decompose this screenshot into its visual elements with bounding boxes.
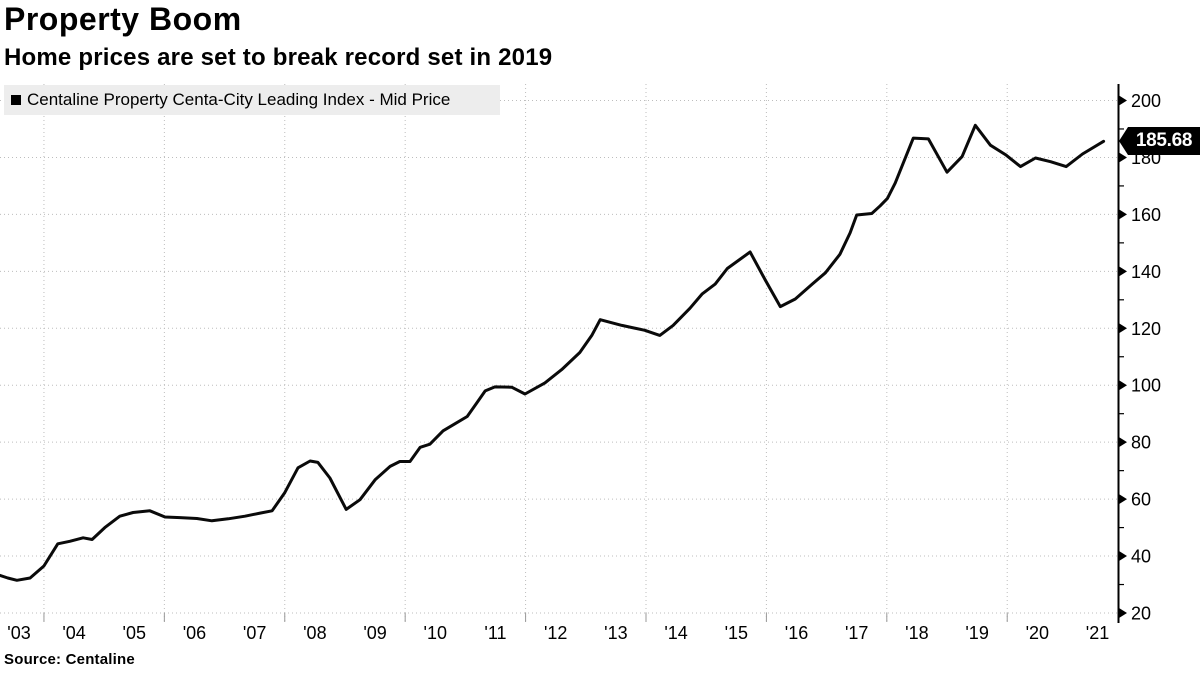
x-axis-label: '19 bbox=[965, 623, 988, 643]
y-axis-label: 60 bbox=[1131, 490, 1151, 510]
y-axis-major-tick bbox=[1119, 551, 1127, 562]
y-axis-major-tick bbox=[1119, 494, 1127, 505]
price-line bbox=[0, 123, 1106, 582]
x-axis-label: '09 bbox=[363, 623, 386, 643]
x-axis-label: '15 bbox=[725, 623, 748, 643]
x-axis-label: '03 bbox=[7, 623, 30, 643]
y-axis-label: 80 bbox=[1131, 433, 1151, 453]
chart-subtitle: Home prices are set to break record set … bbox=[4, 44, 553, 71]
x-axis-label: '10 bbox=[424, 623, 447, 643]
y-axis-major-tick bbox=[1119, 266, 1127, 277]
x-axis-label: '05 bbox=[123, 623, 146, 643]
y-axis-major-tick bbox=[1119, 437, 1127, 448]
x-axis-label: '06 bbox=[183, 623, 206, 643]
y-axis-label: 120 bbox=[1131, 319, 1161, 339]
y-axis-major-tick bbox=[1119, 323, 1127, 334]
y-axis-major-tick bbox=[1119, 95, 1127, 106]
x-axis-label: '14 bbox=[664, 623, 687, 643]
x-axis-label: '17 bbox=[845, 623, 868, 643]
legend: Centaline Property Centa-City Leading In… bbox=[4, 85, 500, 115]
y-axis-label: 20 bbox=[1131, 604, 1151, 624]
x-axis-label: '13 bbox=[604, 623, 627, 643]
last-value-tag: 185.68 bbox=[1128, 127, 1200, 156]
y-axis-major-tick bbox=[1119, 608, 1127, 618]
chart-title: Property Boom bbox=[4, 1, 242, 37]
y-axis-label: 200 bbox=[1131, 91, 1161, 111]
x-axis-label: '18 bbox=[905, 623, 928, 643]
x-axis-label: '04 bbox=[62, 623, 85, 643]
x-axis-label: '21 bbox=[1086, 623, 1109, 643]
x-axis-label: '20 bbox=[1026, 623, 1049, 643]
y-axis-major-tick bbox=[1119, 209, 1127, 220]
y-axis-label: 160 bbox=[1131, 205, 1161, 225]
x-axis-label: '12 bbox=[544, 623, 567, 643]
x-axis-label: '16 bbox=[785, 623, 808, 643]
x-axis-label: '08 bbox=[303, 623, 326, 643]
source-note: Source: Centaline bbox=[4, 651, 135, 668]
y-axis-label: 100 bbox=[1131, 376, 1161, 396]
y-axis-major-tick bbox=[1119, 380, 1127, 391]
x-axis-label: '07 bbox=[243, 623, 266, 643]
y-axis-label: 140 bbox=[1131, 262, 1161, 282]
legend-swatch-black-square-icon bbox=[11, 95, 21, 105]
y-axis-label: 40 bbox=[1131, 547, 1151, 567]
x-axis-label: '11 bbox=[484, 623, 506, 643]
legend-series-label: Centaline Property Centa-City Leading In… bbox=[27, 90, 451, 109]
